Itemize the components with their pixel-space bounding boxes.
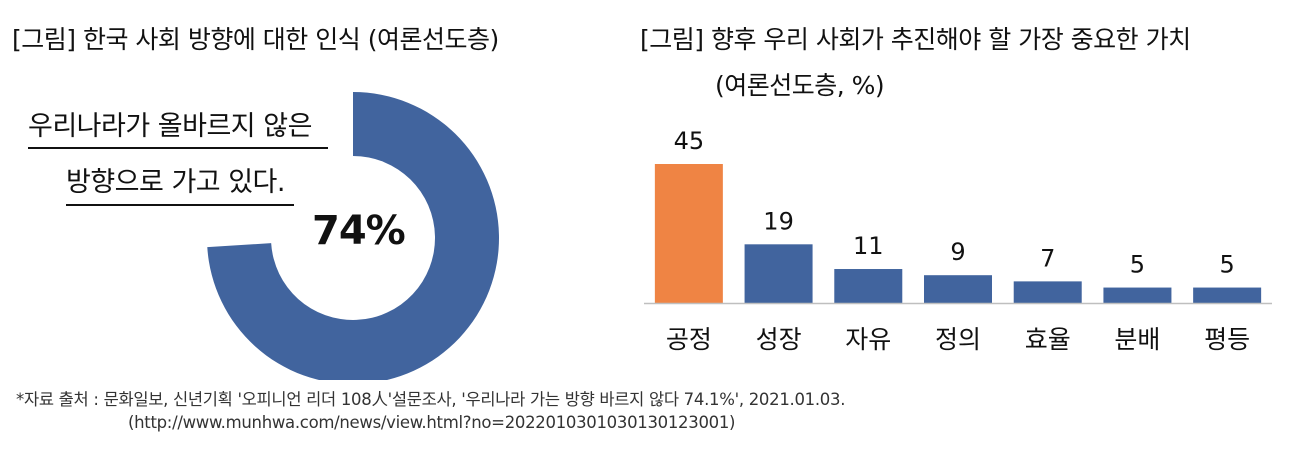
donut-slice <box>207 92 499 380</box>
callout-line-2: 방향으로 가고 있다. <box>66 160 285 199</box>
callout-underline-1 <box>28 147 328 149</box>
bar <box>744 244 813 303</box>
data-label: 5 <box>1220 251 1235 279</box>
callout-line-1: 우리나라가 올바르지 않은 <box>28 104 312 143</box>
bar <box>1103 287 1172 303</box>
data-label: 11 <box>853 232 884 260</box>
donut-center-label: 74% <box>312 208 406 254</box>
data-label: 9 <box>950 238 965 266</box>
bar <box>924 275 992 303</box>
callout-underline-2 <box>66 204 294 206</box>
x-tick-label: 자유 <box>845 325 891 354</box>
data-label: 45 <box>674 127 705 155</box>
x-tick-label: 성장 <box>756 325 802 354</box>
donut-chart <box>207 92 499 380</box>
data-label: 5 <box>1130 251 1145 279</box>
bar-chart: 45 공정 19 성장 11 자유 9 정의 7 효율 5 분배 5 평등 <box>644 127 1272 354</box>
bar-chart-title: [그림] 향후 우리 사회가 추진해야 할 가장 중요한 가치 <box>640 25 1191 54</box>
source-note: *자료 출처 : 문화일보, 신년기획 '오피니언 리더 108人'설문조사, … <box>16 390 846 409</box>
data-label: 19 <box>763 207 794 235</box>
x-tick-label: 분배 <box>1114 325 1160 354</box>
bar <box>834 269 903 303</box>
donut-chart-title: [그림] 한국 사회 방향에 대한 인식 (여론선도층) <box>12 25 499 54</box>
x-tick-label: 평등 <box>1204 325 1250 354</box>
data-label: 7 <box>1040 244 1055 272</box>
bar <box>1013 281 1082 303</box>
x-tick-label: 정의 <box>935 325 981 354</box>
source-url: (http://www.munhwa.com/news/view.html?no… <box>128 413 736 432</box>
bar-chart-subtitle: (여론선도층, %) <box>715 71 885 100</box>
x-tick-label: 효율 <box>1025 325 1071 354</box>
bar <box>1193 287 1262 303</box>
bar <box>654 164 723 303</box>
x-tick-label: 공정 <box>666 325 712 354</box>
